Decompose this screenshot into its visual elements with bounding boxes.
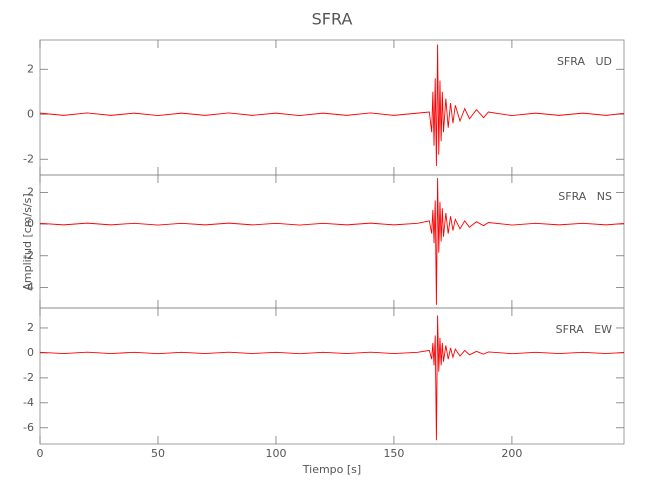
x-tick-label: 50: [151, 447, 165, 460]
channel-label: SFRA UD: [557, 55, 612, 68]
y-tick-label: 2: [27, 185, 34, 198]
chart-title: SFRA: [312, 10, 353, 29]
y-tick-label: 2: [27, 321, 34, 334]
y-tick-label: 2: [27, 62, 34, 75]
y-tick-label: 0: [27, 346, 34, 359]
waveform: [39, 44, 625, 167]
x-tick-label: 0: [37, 447, 44, 460]
panel-frame: [39, 39, 625, 176]
channel-label: SFRA NS: [558, 190, 612, 203]
y-tick-label: -2: [23, 371, 34, 384]
panel-frame: [39, 174, 625, 309]
y-tick-label: -6: [23, 421, 34, 434]
y-tick-label: -2: [23, 249, 34, 262]
y-axis-label: Amplitud [cm/s/s]: [21, 193, 34, 290]
y-tick-label: -4: [23, 396, 34, 409]
x-axis-label: Tiempo [s]: [302, 463, 361, 476]
x-tick-label: 150: [383, 447, 404, 460]
panel-frame: [39, 307, 625, 445]
channel-label: SFRA EW: [556, 323, 612, 336]
x-tick-label: 100: [265, 447, 286, 460]
y-tick-label: -2: [23, 152, 34, 165]
waveform: [39, 315, 625, 441]
y-tick-label: 0: [27, 107, 34, 120]
x-tick-label: 200: [501, 447, 522, 460]
y-tick-label: 0: [27, 217, 34, 230]
y-tick-label: -4: [23, 280, 34, 293]
waveform: [39, 178, 625, 305]
